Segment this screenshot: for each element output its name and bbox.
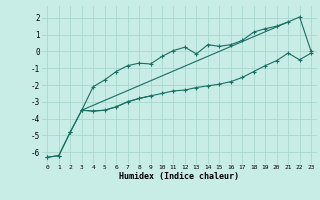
X-axis label: Humidex (Indice chaleur): Humidex (Indice chaleur)	[119, 172, 239, 181]
